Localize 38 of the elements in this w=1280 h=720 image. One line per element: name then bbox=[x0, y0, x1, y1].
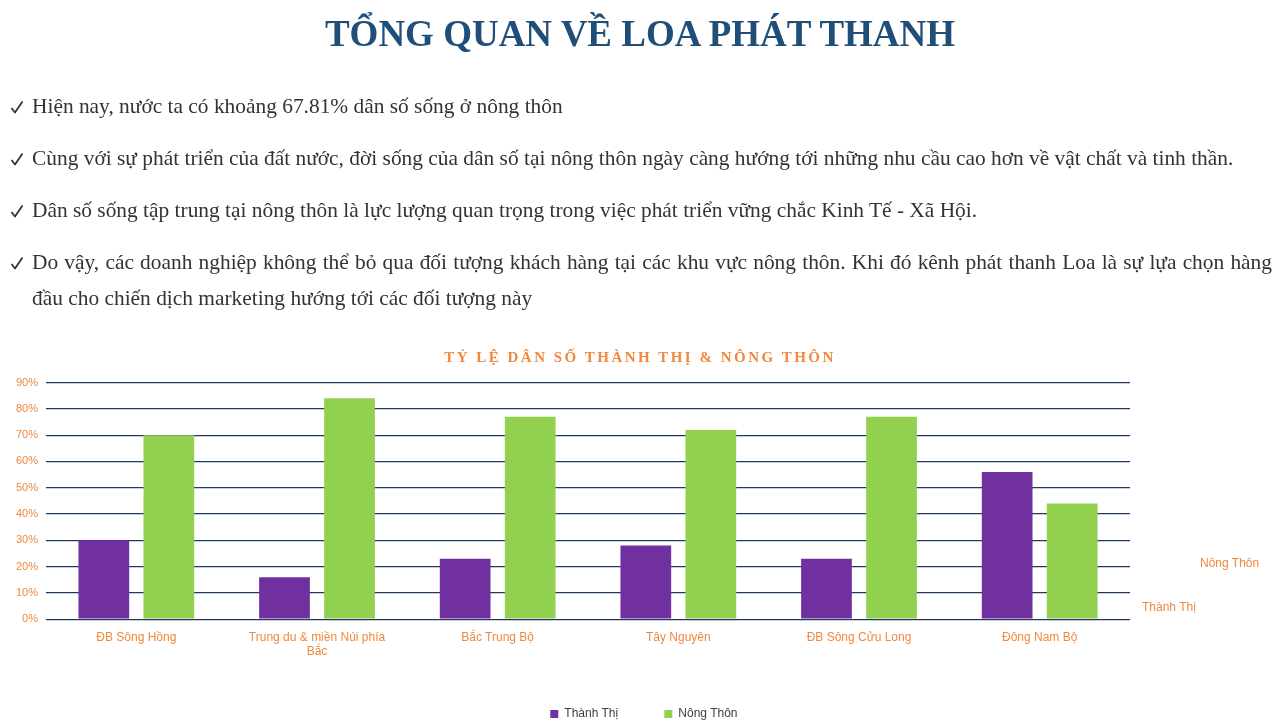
x-tick-label: Tây Nguyên bbox=[645, 629, 711, 644]
bar bbox=[78, 540, 130, 619]
y-tick-label: 40% bbox=[15, 507, 39, 520]
y-tick-label: 60% bbox=[15, 454, 39, 467]
text: Cùng với sự phát triển của đất nước, đời sống của dân số tại nông thôn ngày càng hướng tới những nhu cầu cao hơn về vật chất và tinh thần. bbox=[32, 145, 1235, 172]
bar bbox=[439, 558, 491, 619]
text: Hiện nay, nước ta có khoảng 67.81% dân số sống ở nông thôn bbox=[32, 93, 564, 120]
x-tick-label: Bắc Trung Bộ bbox=[461, 628, 535, 644]
chart-subtitle: TỶ LỆ DÂN SỐ THÀNH THỊ & NÔNG THÔN bbox=[443, 347, 837, 367]
bar bbox=[981, 471, 1033, 619]
x-tick-label: Trung du & miền Núi phía Bắc bbox=[248, 629, 386, 659]
legend-label: Thành Thị bbox=[564, 706, 619, 720]
y-tick-label: 90% bbox=[15, 375, 39, 388]
text: Dân số sống tập trung tại nông thôn là lực lượng quan trọng trong việc phát triển vững chắc Kinh Tế - Xã Hội. bbox=[32, 197, 979, 224]
legend-label: Nông Thôn bbox=[678, 706, 738, 720]
y-tick-label: 70% bbox=[15, 428, 39, 441]
x-tick-label: Đông Nam Bộ bbox=[1001, 629, 1078, 644]
bar bbox=[685, 429, 737, 619]
y-tick-label: 20% bbox=[15, 559, 39, 572]
x-tick-label: ĐB Sông Hồng bbox=[96, 629, 177, 644]
bar bbox=[143, 435, 195, 619]
chart-title: TỔNG QUAN VỀ LOA PHÁT THANH bbox=[323, 12, 957, 56]
text: Thành Thị bbox=[1142, 599, 1196, 614]
bar bbox=[1046, 503, 1098, 619]
text: Do vậy, các doanh nghiệp không thể bỏ qua đối tượng khách hàng tại các khu vực nông thôn. Khi đó kênh phát thanh Loa là sự lựa chọn hàng đầu cho chiến dịch marketing hướng tới các đối tượng này bbox=[32, 249, 1272, 312]
bar bbox=[259, 577, 310, 619]
y-tick-label: 30% bbox=[15, 533, 39, 546]
y-tick-label: 10% bbox=[15, 585, 39, 598]
bar bbox=[801, 558, 852, 619]
bar bbox=[866, 416, 917, 619]
bar bbox=[504, 416, 556, 619]
x-tick-label: ĐB Sông Cửu Long bbox=[806, 629, 912, 644]
bar bbox=[324, 398, 375, 619]
y-tick-label: 0% bbox=[22, 612, 39, 625]
text: Nông Thôn bbox=[1200, 555, 1260, 570]
bar bbox=[620, 545, 672, 619]
y-tick-label: 50% bbox=[15, 480, 39, 493]
y-tick-label: 80% bbox=[15, 401, 39, 414]
